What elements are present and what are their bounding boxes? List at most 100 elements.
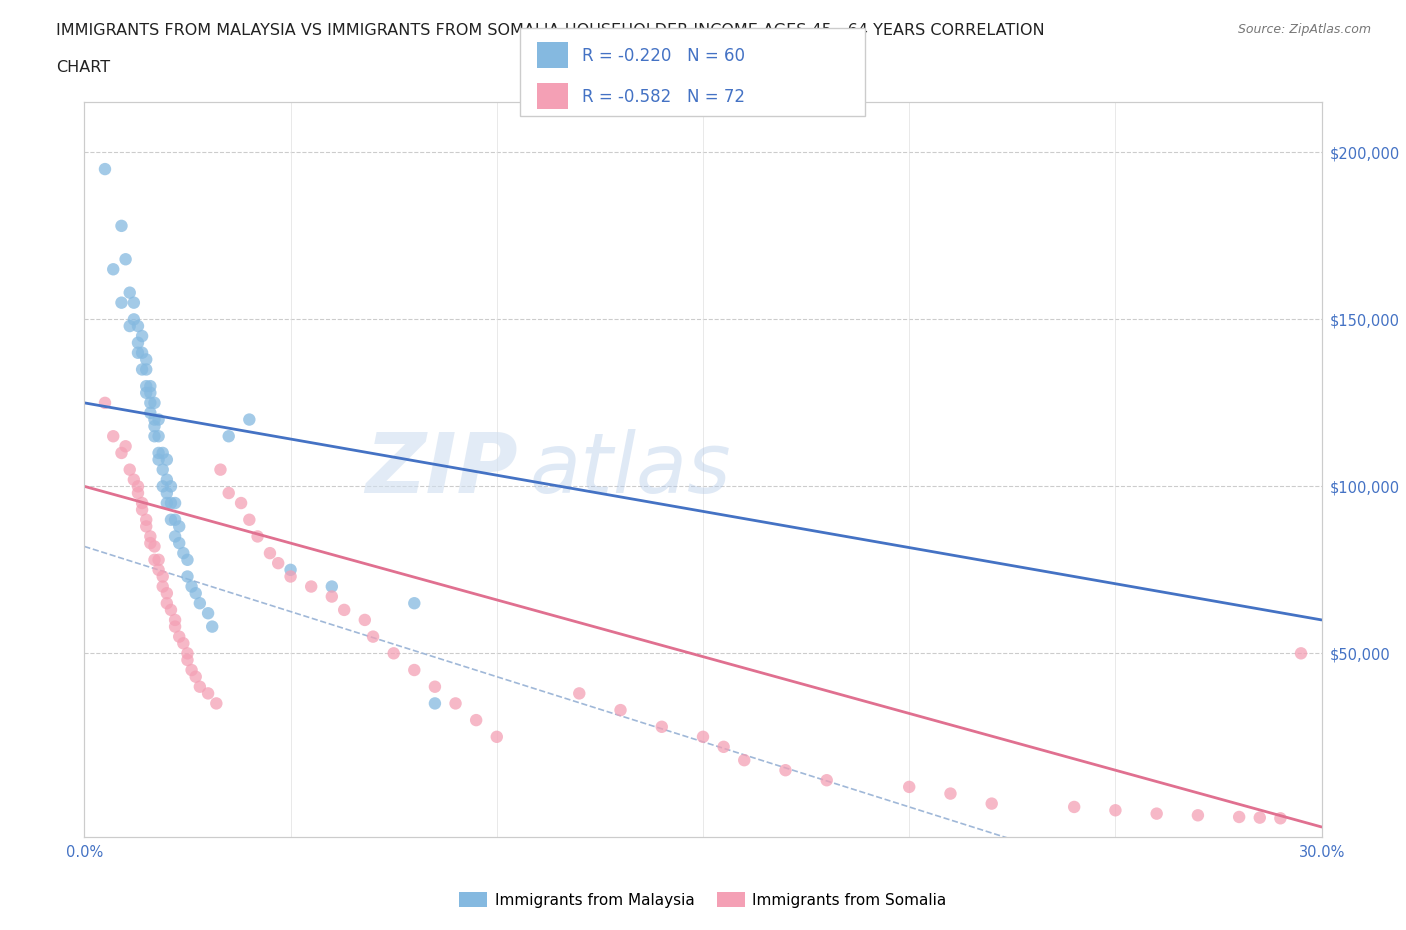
Point xyxy=(135,379,157,393)
Point xyxy=(127,479,149,494)
Point xyxy=(135,512,157,527)
Point xyxy=(122,295,145,310)
Point xyxy=(135,362,157,377)
Point xyxy=(160,603,183,618)
Point xyxy=(353,613,375,628)
Point xyxy=(205,696,228,711)
Point xyxy=(94,162,117,177)
Point xyxy=(143,395,166,410)
Point xyxy=(131,345,153,360)
Point xyxy=(114,252,136,267)
Point xyxy=(148,412,170,427)
Point xyxy=(197,605,219,620)
Point xyxy=(218,485,240,500)
Point xyxy=(131,328,153,343)
Point xyxy=(692,729,714,744)
Point xyxy=(139,385,162,400)
Point xyxy=(1104,803,1126,817)
Point xyxy=(110,219,132,233)
Point xyxy=(156,452,179,467)
Point xyxy=(444,696,467,711)
Point xyxy=(139,379,162,393)
Point xyxy=(156,586,179,601)
Text: R = -0.582   N = 72: R = -0.582 N = 72 xyxy=(582,87,745,106)
Point xyxy=(188,596,211,611)
Point xyxy=(568,686,591,701)
Point xyxy=(651,720,673,735)
Point xyxy=(172,636,194,651)
Point xyxy=(156,485,179,500)
Point xyxy=(148,445,170,460)
Point xyxy=(118,286,141,300)
Point xyxy=(152,569,174,584)
Point xyxy=(180,662,202,677)
Point xyxy=(152,479,174,494)
Text: atlas: atlas xyxy=(530,429,731,511)
Point xyxy=(176,645,198,660)
Point xyxy=(1249,810,1271,825)
Point xyxy=(733,752,755,767)
Point xyxy=(135,519,157,534)
Point xyxy=(131,496,153,511)
Point xyxy=(321,579,343,594)
Point xyxy=(321,589,343,604)
Point xyxy=(180,579,202,594)
Point xyxy=(103,262,125,277)
Point xyxy=(127,319,149,334)
Text: CHART: CHART xyxy=(56,60,110,75)
Point xyxy=(980,796,1002,811)
Point xyxy=(898,779,921,794)
Point xyxy=(148,429,170,444)
Point xyxy=(218,429,240,444)
Point xyxy=(127,345,149,360)
Point xyxy=(148,563,170,578)
Point xyxy=(1270,811,1292,826)
Point xyxy=(152,445,174,460)
Point xyxy=(229,496,252,511)
Point xyxy=(167,630,190,644)
Point xyxy=(188,679,211,694)
Point xyxy=(1063,800,1085,815)
Point xyxy=(114,439,136,454)
Point xyxy=(118,462,141,477)
Point xyxy=(172,546,194,561)
Point xyxy=(156,496,179,511)
Point xyxy=(160,496,183,511)
Point xyxy=(259,546,281,561)
Text: Source: ZipAtlas.com: Source: ZipAtlas.com xyxy=(1237,23,1371,36)
Point xyxy=(246,529,269,544)
Point xyxy=(1289,645,1312,660)
Point xyxy=(176,569,198,584)
Point xyxy=(127,336,149,351)
Point xyxy=(135,385,157,400)
Point xyxy=(165,613,187,628)
Point xyxy=(131,362,153,377)
Point xyxy=(165,619,187,634)
Point xyxy=(156,596,179,611)
Point xyxy=(143,552,166,567)
Text: ZIP: ZIP xyxy=(364,429,517,511)
Point xyxy=(139,405,162,420)
Point xyxy=(143,539,166,554)
Point xyxy=(118,319,141,334)
Point xyxy=(152,579,174,594)
Point xyxy=(423,679,446,694)
Point xyxy=(103,429,125,444)
Point xyxy=(143,412,166,427)
Point xyxy=(139,529,162,544)
Point xyxy=(209,462,232,477)
Point xyxy=(131,502,153,517)
Point xyxy=(110,445,132,460)
Text: R = -0.220   N = 60: R = -0.220 N = 60 xyxy=(582,47,745,65)
Text: IMMIGRANTS FROM MALAYSIA VS IMMIGRANTS FROM SOMALIA HOUSEHOLDER INCOME AGES 45 -: IMMIGRANTS FROM MALAYSIA VS IMMIGRANTS F… xyxy=(56,23,1045,38)
Point xyxy=(143,429,166,444)
Point xyxy=(280,563,302,578)
Point xyxy=(280,569,302,584)
Point xyxy=(465,712,488,727)
Point xyxy=(160,479,183,494)
Point xyxy=(176,552,198,567)
Point xyxy=(609,703,631,718)
Point xyxy=(167,536,190,551)
Point xyxy=(201,619,224,634)
Point xyxy=(160,512,183,527)
